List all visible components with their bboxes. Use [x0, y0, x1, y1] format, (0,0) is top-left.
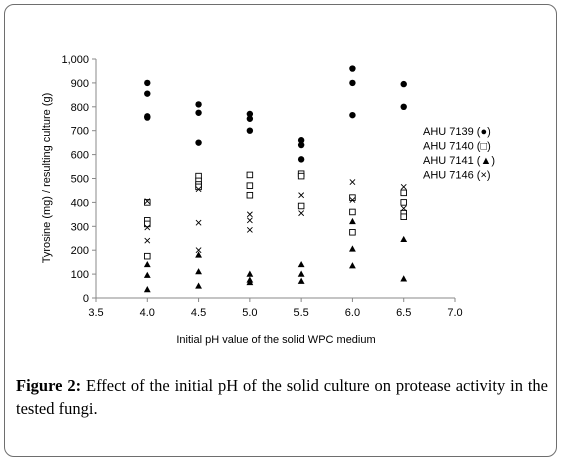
- data-point: [246, 171, 254, 179]
- data-point: [195, 268, 202, 275]
- data-point: [297, 137, 305, 144]
- data-point: [349, 111, 356, 119]
- data-point: [349, 245, 356, 252]
- data-point: [297, 172, 305, 180]
- figure-caption: Figure 2: Effect of the initial pH of th…: [16, 374, 548, 420]
- data-point: [297, 260, 305, 268]
- data-point: [144, 198, 151, 205]
- data-point: [144, 224, 151, 231]
- data-point: [246, 278, 254, 286]
- data-point: [195, 101, 202, 108]
- x-tick-label: 5.5: [293, 307, 308, 319]
- data-point: [400, 213, 407, 220]
- x-tick-labels: 3.5 4.0 4.5 5.0 5.5 6.0 6.5 7.0: [88, 298, 463, 319]
- data-point: [195, 186, 202, 193]
- series-1: [144, 65, 407, 163]
- data-point: [144, 199, 151, 206]
- data-point: [297, 141, 305, 149]
- y-tick-label: 1,000: [61, 54, 89, 66]
- data-point: [349, 208, 356, 216]
- y-tick-label: 900: [71, 78, 89, 90]
- data-point: [349, 229, 356, 236]
- data-point: [144, 79, 151, 87]
- data-point: [349, 262, 356, 269]
- legend-entry: AHU 7139 (●): [423, 126, 491, 138]
- y-tick-label: 800: [71, 102, 89, 114]
- data-point: [400, 103, 407, 111]
- data-point: [246, 217, 253, 224]
- data-point: [195, 251, 202, 258]
- data-point: [195, 282, 202, 289]
- figure-caption-label: Figure 2:: [16, 376, 82, 395]
- data-point: [195, 109, 202, 116]
- x-tick-label: 3.5: [88, 307, 103, 319]
- data-point: [144, 90, 151, 97]
- legend-entry: AHU 7140 (□): [423, 141, 491, 153]
- legend: AHU 7139 (●) AHU 7140 (□) AHU 7141 (▲) AHU …: [423, 126, 495, 182]
- y-tick-label: 600: [71, 150, 89, 162]
- data-points: [143, 65, 408, 293]
- data-point: [297, 270, 305, 277]
- data-point: [400, 80, 407, 88]
- y-tick-label: 300: [71, 221, 89, 233]
- series-4: [144, 179, 407, 254]
- data-point: [144, 237, 151, 244]
- data-point: [297, 277, 305, 284]
- series-2: [144, 170, 407, 260]
- y-tick-label: 0: [83, 293, 89, 305]
- data-point: [297, 156, 305, 163]
- data-point: [195, 219, 202, 226]
- y-tick-label: 200: [71, 245, 89, 257]
- series-3: [143, 217, 408, 293]
- data-point: [400, 205, 407, 212]
- data-point: [349, 65, 356, 72]
- data-point: [400, 275, 408, 282]
- x-tick-label: 4.5: [191, 307, 206, 319]
- x-tick-label: 6.0: [345, 307, 360, 319]
- data-point: [144, 114, 151, 121]
- data-point: [298, 192, 305, 199]
- data-point: [246, 211, 253, 218]
- y-tick-label: 100: [71, 269, 89, 281]
- legend-entry: AHU 7141 (▲): [423, 155, 495, 167]
- x-tick-label: 6.5: [396, 307, 411, 319]
- data-point: [143, 286, 151, 293]
- x-tick-label: 4.0: [140, 307, 155, 319]
- x-tick-label: 5.0: [242, 307, 257, 319]
- data-point: [349, 179, 356, 186]
- y-tick-label: 500: [71, 174, 89, 186]
- data-point: [297, 202, 305, 210]
- data-point: [349, 197, 356, 203]
- data-point: [349, 217, 356, 225]
- data-point: [246, 110, 254, 118]
- data-point: [246, 270, 254, 277]
- data-point: [144, 220, 151, 228]
- data-point: [195, 247, 202, 254]
- x-axis-label: Initial pH value of the solid WPC medium: [176, 334, 375, 346]
- data-point: [400, 235, 408, 243]
- data-point: [298, 210, 305, 217]
- legend-entry: AHU 7146 (×): [423, 170, 491, 182]
- data-point: [246, 182, 254, 189]
- data-point: [143, 260, 151, 268]
- y-tick-label: 700: [71, 126, 89, 138]
- data-point: [143, 271, 151, 278]
- data-point: [144, 252, 151, 260]
- data-point: [246, 127, 254, 134]
- data-point: [400, 183, 407, 190]
- figure-caption-text: Effect of the initial pH of the solid cu…: [16, 376, 549, 418]
- y-tick-labels: 0 100 200 300 400 500 600 700 800 900 1,000: [61, 54, 96, 305]
- data-point: [246, 191, 254, 199]
- data-point: [400, 189, 407, 197]
- data-point: [246, 226, 253, 233]
- data-point: [195, 139, 202, 146]
- y-tick-label: 400: [71, 197, 89, 209]
- y-axis-label: Tyrosine (mg) / resulting culture (g): [41, 93, 53, 264]
- data-point: [246, 115, 254, 122]
- x-tick-label: 7.0: [447, 307, 462, 319]
- data-point: [349, 79, 356, 87]
- data-point: [400, 199, 407, 206]
